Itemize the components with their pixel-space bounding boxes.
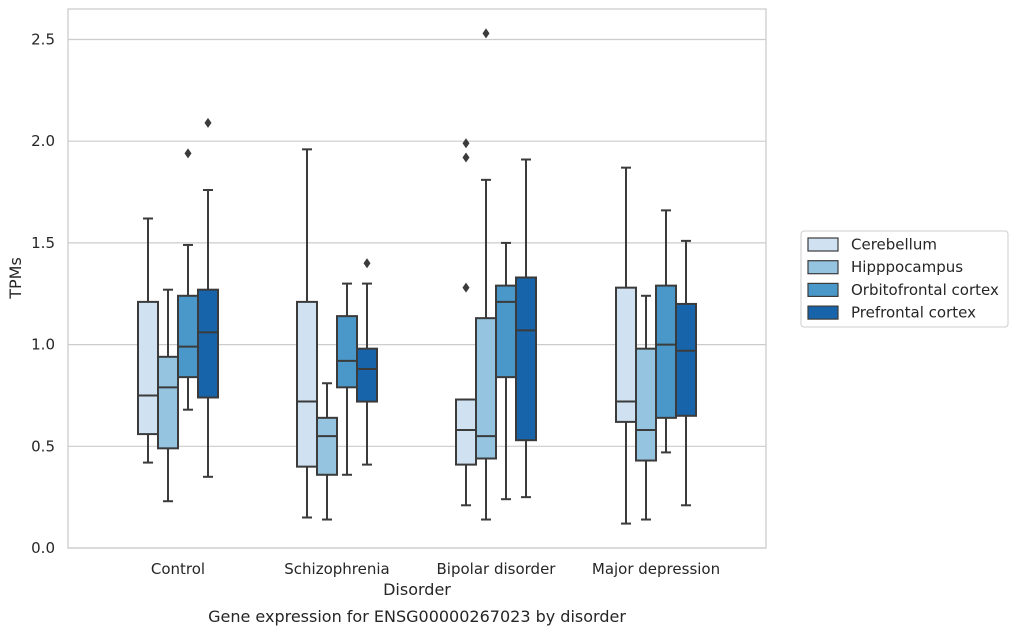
- box-prefrontal-cortex: [356, 258, 378, 466]
- box-plot-marks: [137, 28, 697, 525]
- outlier-point: [462, 138, 470, 149]
- outlier-point: [184, 148, 192, 159]
- box-iqr: [655, 284, 677, 419]
- box-cerebellum: [615, 166, 637, 525]
- x-tick-label: Major depression: [592, 560, 720, 578]
- box-cerebellum: [137, 217, 159, 464]
- box-hipppocampus: [157, 288, 179, 503]
- y-tick-labels: 0.0 0.5 1.0 1.5 2.0 2.5: [31, 31, 55, 557]
- outlier-point: [462, 152, 470, 163]
- box-iqr: [336, 315, 358, 389]
- box-iqr: [177, 294, 199, 379]
- box-iqr: [356, 347, 378, 403]
- legend-label: Orbitofrontal cortex: [851, 281, 999, 299]
- box-cerebellum: [455, 138, 477, 507]
- y-tick-label: 0.5: [31, 437, 55, 455]
- x-tick-labels: Control Schizophrenia Bipolar disorder Majo…: [151, 560, 720, 578]
- box-iqr: [635, 347, 657, 462]
- legend-label: Cerebellum: [851, 236, 937, 254]
- legend-swatch: [807, 282, 839, 297]
- plot-frame: [67, 8, 767, 549]
- box-hipppocampus: [316, 382, 338, 521]
- legend-frame: [800, 230, 1009, 328]
- box-iqr: [296, 300, 318, 468]
- y-tick-label: 1.0: [31, 336, 55, 354]
- box-orbitofrontal-cortex: [177, 148, 199, 411]
- y-tick-label: 2.0: [31, 132, 55, 150]
- y-axis-label: TPMs: [6, 257, 25, 300]
- box-iqr: [157, 355, 179, 450]
- box-iqr: [455, 398, 477, 466]
- legend-swatch: [807, 305, 839, 320]
- x-tick-label: Bipolar disorder: [437, 560, 557, 578]
- y-tick-label: 0.0: [31, 539, 55, 557]
- legend: Cerebellum Hipppocampus Orbitofrontal cort…: [800, 230, 1009, 328]
- box-prefrontal-cortex: [515, 158, 537, 499]
- box-prefrontal-cortex: [197, 117, 219, 478]
- y-tick-label: 1.5: [31, 234, 55, 252]
- box-iqr: [675, 302, 697, 417]
- box-cerebellum: [296, 148, 318, 519]
- box-hipppocampus: [475, 28, 497, 521]
- chart-caption: Gene expression for ENSG00000267023 by d…: [208, 607, 626, 626]
- box-iqr: [475, 317, 497, 460]
- legend-label: Prefrontal cortex: [851, 304, 976, 322]
- box-iqr: [197, 288, 219, 399]
- y-tick-label: 2.5: [31, 31, 55, 49]
- outlier-point: [462, 282, 470, 293]
- legend-swatch: [807, 260, 839, 275]
- box-prefrontal-cortex: [675, 239, 697, 507]
- outlier-point: [482, 28, 490, 39]
- box-orbitofrontal-cortex: [655, 209, 677, 454]
- box-orbitofrontal-cortex: [495, 241, 517, 501]
- box-iqr: [495, 284, 517, 379]
- outlier-point: [363, 258, 371, 269]
- legend-label: Hipppocampus: [851, 258, 963, 276]
- x-tick-label: Control: [151, 560, 205, 578]
- box-iqr: [515, 276, 537, 442]
- legend-swatch: [807, 237, 839, 252]
- box-iqr: [137, 300, 159, 436]
- box-hipppocampus: [635, 294, 657, 521]
- outlier-point: [204, 117, 212, 128]
- x-axis-label: Disorder: [383, 580, 451, 599]
- x-tick-label: Schizophrenia: [284, 560, 389, 578]
- box-iqr: [316, 416, 338, 476]
